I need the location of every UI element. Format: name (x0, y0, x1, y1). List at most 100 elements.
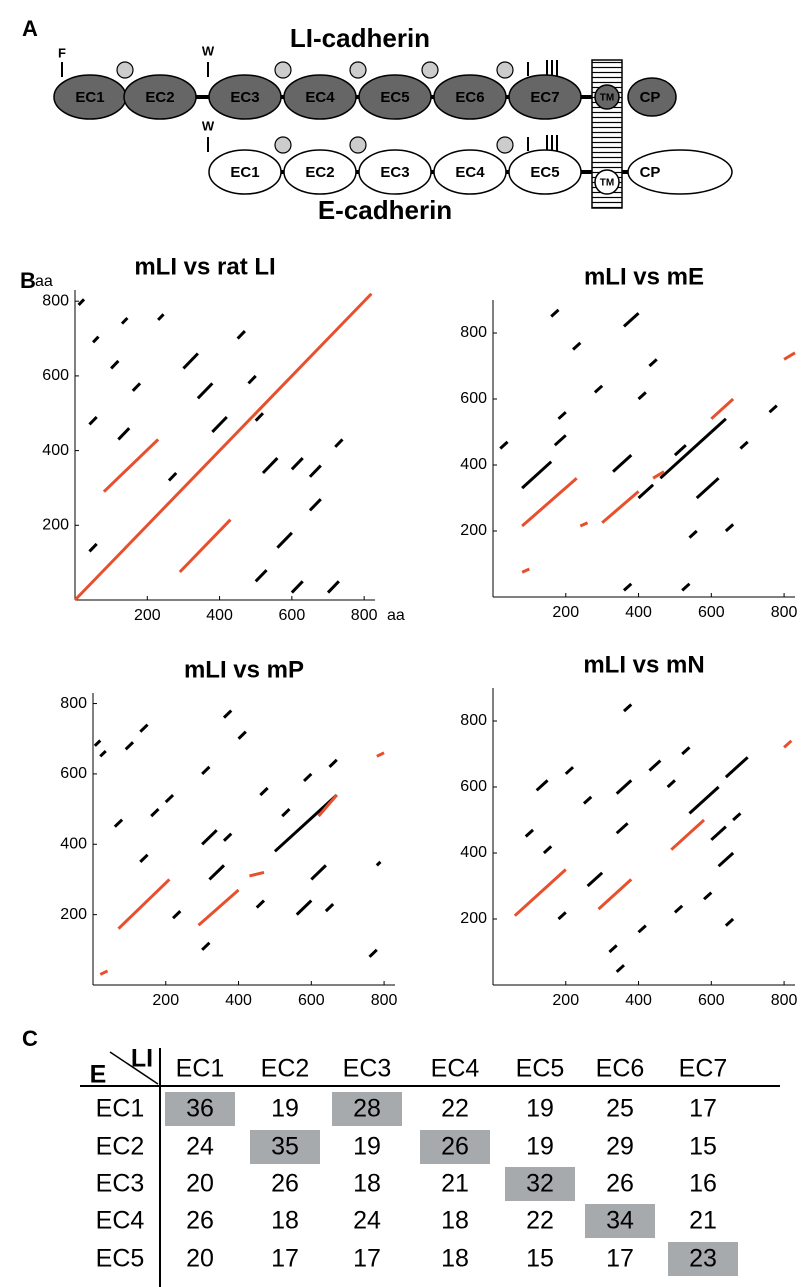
dot-plot: mLI vs rat LI 200 400 600 800 200 400 600 800 aa a… (35, 253, 405, 624)
segment (222, 709, 233, 719)
cell: 21 (689, 1207, 717, 1235)
e-title: E-cadherin (318, 195, 452, 225)
segment (254, 569, 268, 583)
corner-diagonal (109, 1051, 159, 1085)
segment (521, 567, 531, 574)
x-tick-label: 600 (279, 607, 306, 624)
x-tick-label: 600 (298, 992, 325, 1009)
x-tick-label: 600 (698, 992, 725, 1009)
y-tick-label: 600 (460, 778, 487, 795)
segment (593, 384, 604, 394)
cell: 15 (689, 1133, 717, 1161)
segment (710, 825, 727, 841)
y-tick-label: 200 (60, 906, 87, 923)
ca-sites (116, 61, 514, 154)
segment (334, 438, 344, 448)
segment (521, 477, 578, 528)
cp-domain (627, 77, 677, 117)
segment (99, 969, 109, 976)
x-tick-label: 800 (771, 604, 798, 621)
x-tick-label: 800 (771, 992, 798, 1009)
cell: 19 (526, 1095, 554, 1123)
y-tick-label: 800 (42, 292, 69, 309)
domain (123, 74, 197, 120)
segment (326, 580, 340, 594)
x-tick-label: 400 (625, 604, 652, 621)
li-title: LI-cadherin (290, 23, 430, 53)
column-header: EC3 (343, 1055, 392, 1083)
segment (249, 870, 265, 878)
segment (237, 730, 247, 740)
domain (508, 149, 582, 195)
cell: 26 (186, 1207, 214, 1235)
tm-domain (594, 84, 620, 110)
segment (557, 911, 567, 921)
y-tick-label: 400 (60, 835, 87, 852)
domain-label: EC1 (75, 89, 104, 106)
highlight (668, 1242, 738, 1276)
segment (222, 832, 233, 842)
column-header: EC4 (431, 1055, 480, 1083)
segment (201, 941, 211, 951)
highlight (165, 1092, 235, 1126)
x-tick-label: 200 (552, 992, 579, 1009)
segment (783, 351, 796, 361)
segment (113, 818, 124, 828)
segment (666, 779, 676, 789)
panel-a: A LI-cadherin F W W EC1 EC2 EC3 EC4 EC5 EC6 EC… (22, 16, 733, 225)
y-axis-label: aa (35, 273, 53, 290)
segment (211, 415, 228, 433)
segment (673, 444, 687, 457)
segment (521, 460, 553, 490)
cell: 18 (441, 1245, 469, 1273)
dot-plot: mLI vs mP 200 400 600 800 200 400 600 800 (60, 656, 397, 1009)
li-domains: EC1 EC2 EC3 EC4 EC5 EC6 EC7 (53, 74, 582, 120)
segment (550, 308, 560, 318)
segment (688, 529, 698, 539)
domain-label: EC1 (230, 164, 259, 181)
segment (196, 382, 214, 400)
segment (88, 542, 98, 553)
segment (124, 741, 135, 751)
segment (637, 391, 647, 401)
segment (201, 765, 211, 775)
cell: 22 (526, 1207, 554, 1235)
domain (508, 74, 582, 120)
segment (622, 703, 633, 713)
segment (513, 868, 567, 917)
segment (597, 878, 633, 911)
segment (648, 759, 662, 772)
cell: 35 (271, 1133, 299, 1161)
x-tick-label: 400 (206, 607, 233, 624)
marker-label: W (202, 118, 215, 133)
segment (703, 891, 713, 901)
segment (601, 490, 640, 524)
cell: 17 (271, 1245, 299, 1273)
y-tick-label: 600 (60, 765, 87, 782)
domain-label: EC6 (455, 89, 484, 106)
domain (283, 149, 357, 195)
y-tick-label: 400 (460, 456, 487, 473)
y-tick-label: 200 (460, 522, 487, 539)
x-tick-label: 200 (552, 604, 579, 621)
segment (739, 440, 749, 450)
segment (197, 888, 240, 927)
segment (324, 903, 335, 913)
row-header: EC2 (96, 1133, 145, 1161)
cell: 17 (606, 1245, 634, 1273)
segment (157, 313, 165, 321)
highlight (585, 1204, 655, 1238)
segment (208, 864, 226, 881)
corner-col: LI (131, 1045, 153, 1073)
segment (612, 453, 633, 473)
segment (535, 779, 549, 792)
segment (695, 477, 720, 500)
segment (302, 772, 313, 783)
x-tick-label: 400 (225, 992, 252, 1009)
panel-label: B (20, 268, 36, 293)
tm-label: TM (600, 178, 614, 189)
segment (261, 457, 279, 475)
cell: 20 (186, 1245, 214, 1273)
cell: 22 (441, 1095, 469, 1123)
